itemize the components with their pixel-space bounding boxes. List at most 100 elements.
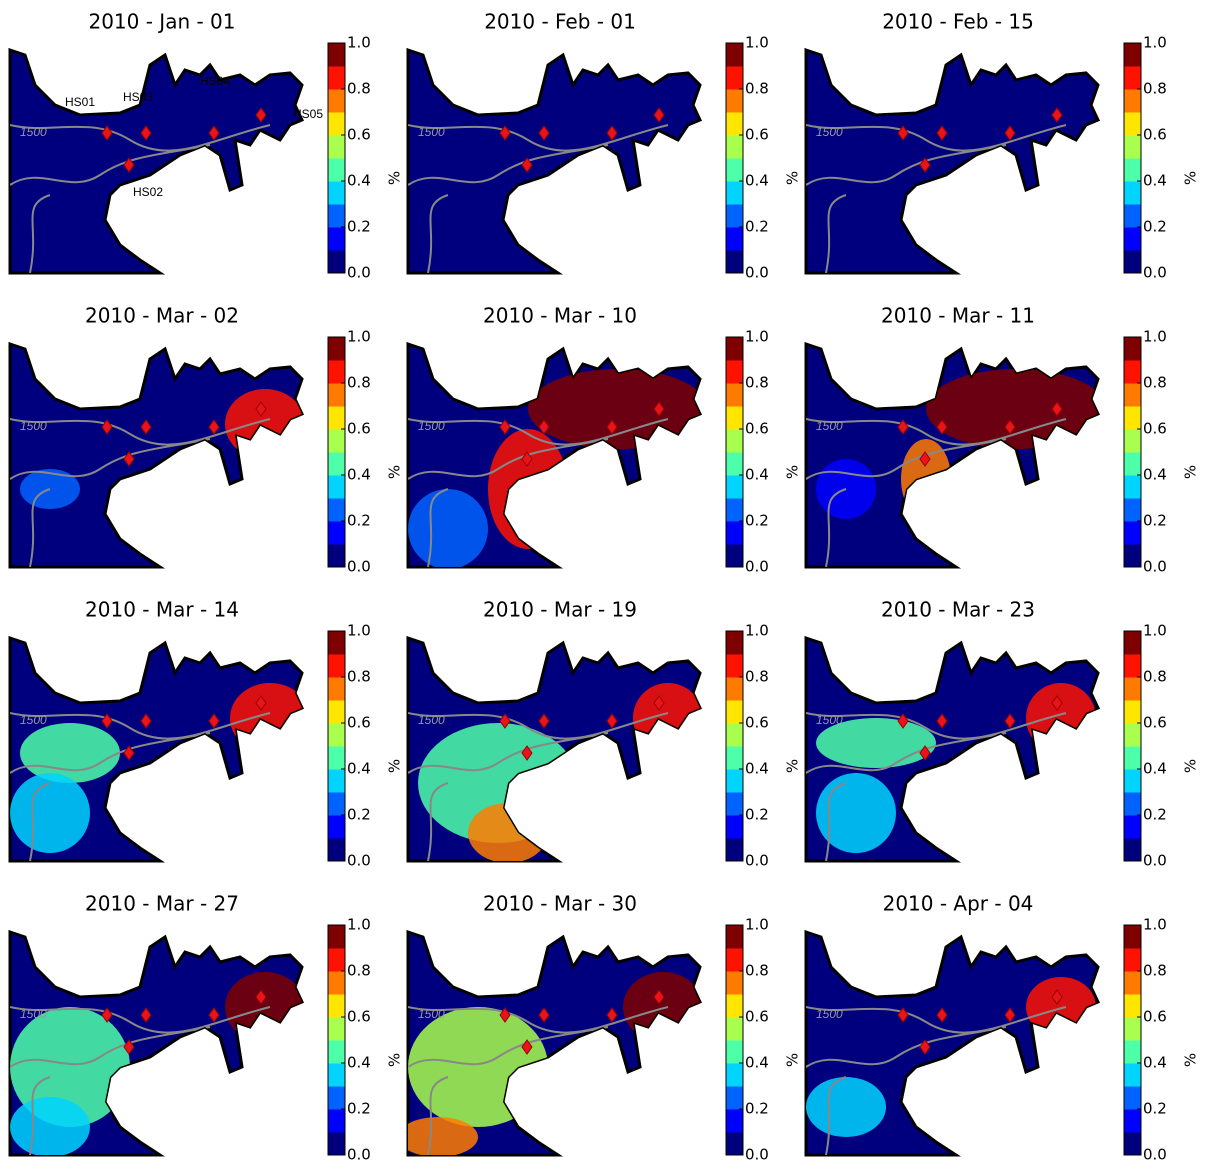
station-marker bbox=[123, 157, 135, 173]
contour-label: 1500 bbox=[20, 713, 47, 727]
overlays bbox=[806, 124, 1067, 273]
concentration-patch bbox=[408, 489, 488, 567]
colorbar-band bbox=[328, 204, 345, 228]
colorbar-tick-label: 0.8 bbox=[1143, 668, 1167, 686]
panel: 2010 - Mar - 02 1500 0.0 0.2 0.4 0.6 0.8 1.0% bbox=[8, 304, 404, 576]
colorbar-band bbox=[328, 631, 345, 655]
panel-title: 2010 - Mar - 27 bbox=[85, 892, 239, 916]
colorbar-band bbox=[328, 521, 345, 545]
colorbar-label: % bbox=[1182, 1053, 1200, 1067]
colorbar-band bbox=[726, 792, 743, 816]
colorbar-tick-label: 1.0 bbox=[1143, 622, 1167, 640]
station-marker bbox=[521, 745, 533, 761]
colorbar-band bbox=[726, 746, 743, 770]
colorbar-band bbox=[726, 925, 743, 949]
station-marker bbox=[538, 125, 550, 141]
colorbar-band bbox=[726, 971, 743, 995]
colorbar-tick-label: 0.8 bbox=[745, 962, 769, 980]
colorbar-band bbox=[328, 1017, 345, 1041]
overlays bbox=[806, 683, 1096, 861]
contour-label: 1500 bbox=[816, 125, 843, 139]
colorbar-band bbox=[726, 677, 743, 701]
sea bbox=[8, 341, 305, 569]
colorbar-tick-label: 1.0 bbox=[1143, 916, 1167, 934]
colorbar-band bbox=[1124, 792, 1141, 816]
colorbar-band bbox=[726, 815, 743, 839]
colorbar-tick-label: 0.0 bbox=[745, 852, 769, 870]
contour bbox=[408, 418, 669, 567]
station-marker bbox=[208, 1007, 220, 1023]
station-marker bbox=[208, 419, 220, 435]
station-marker bbox=[255, 695, 267, 711]
concentration-patch bbox=[816, 718, 936, 768]
colorbar-band bbox=[1124, 925, 1141, 949]
colorbar-tick-label: 0.2 bbox=[1143, 1100, 1167, 1118]
contour-label: 1500 bbox=[20, 1007, 47, 1021]
concentration-patch bbox=[926, 369, 1098, 449]
station-marker bbox=[897, 125, 909, 141]
colorbar-band bbox=[1124, 1109, 1141, 1133]
colorbar-band bbox=[1124, 677, 1141, 701]
colorbar-band bbox=[328, 250, 345, 274]
colorbar-frame bbox=[327, 924, 346, 1156]
colorbar-tick-label: 0.2 bbox=[745, 512, 769, 530]
station-marker bbox=[936, 713, 948, 729]
colorbar-tick-label: 0.6 bbox=[745, 714, 769, 732]
colorbar-tick-label: 0.0 bbox=[1143, 264, 1167, 282]
colorbar-band bbox=[328, 1086, 345, 1110]
station-marker bbox=[919, 1039, 931, 1055]
colorbar-band bbox=[1124, 429, 1141, 453]
station-marker bbox=[521, 157, 533, 173]
colorbar-frame bbox=[327, 42, 346, 274]
station-marker bbox=[919, 745, 931, 761]
contour-label: 1500 bbox=[418, 713, 445, 727]
overlays bbox=[408, 124, 669, 273]
station-marker bbox=[936, 125, 948, 141]
station-marker bbox=[653, 989, 665, 1005]
panel: 2010 - Mar - 19 1500 0.0 0.2 0.4 0.6 0.8 1.0% bbox=[406, 598, 802, 870]
colorbar-band bbox=[726, 838, 743, 862]
colorbar-tick-label: 1.0 bbox=[745, 622, 769, 640]
colorbar-tick-label: 0.4 bbox=[745, 760, 769, 778]
colorbar-label: % bbox=[386, 465, 404, 479]
panel: 2010 - Jan - 01 1500 HS01 HS02 HS03 HS04 HS05 0… bbox=[8, 10, 404, 282]
colorbar-band bbox=[726, 158, 743, 182]
station-marker bbox=[499, 1007, 511, 1023]
colorbar-band bbox=[1124, 1086, 1141, 1110]
colorbar-band bbox=[328, 792, 345, 816]
colorbar-band bbox=[328, 1109, 345, 1133]
colorbar-tick-label: 0.8 bbox=[1143, 80, 1167, 98]
station-label: HS03 bbox=[123, 90, 153, 104]
colorbar-band bbox=[726, 1109, 743, 1133]
colorbar-tick-label: 0.2 bbox=[347, 512, 371, 530]
concentration-patch bbox=[633, 683, 700, 753]
concentration-patch bbox=[816, 773, 896, 853]
overlays bbox=[806, 977, 1096, 1155]
colorbar-label: % bbox=[1182, 171, 1200, 185]
colorbar-band bbox=[726, 475, 743, 499]
station-label: HS01 bbox=[65, 95, 95, 109]
colorbar-band bbox=[328, 769, 345, 793]
colorbar-band bbox=[1124, 654, 1141, 678]
contour bbox=[408, 1006, 669, 1155]
colorbar-tick-label: 1.0 bbox=[347, 328, 371, 346]
panel-title: 2010 - Mar - 10 bbox=[483, 304, 637, 328]
colorbar-label: % bbox=[784, 171, 802, 185]
panel: 2010 - Apr - 04 1500 0.0 0.2 0.4 0.6 0.8 1.0% bbox=[804, 892, 1200, 1164]
colorbar-frame bbox=[725, 630, 744, 862]
colorbar-tick-label: 0.4 bbox=[1143, 1054, 1167, 1072]
colorbar-frame bbox=[327, 630, 346, 862]
colorbar-band bbox=[726, 89, 743, 113]
colorbar-label: % bbox=[386, 1053, 404, 1067]
station-marker bbox=[123, 451, 135, 467]
contour bbox=[408, 124, 669, 273]
colorbar-band bbox=[1124, 971, 1141, 995]
colorbar-band bbox=[328, 746, 345, 770]
contour bbox=[10, 712, 271, 861]
station-marker bbox=[499, 713, 511, 729]
colorbar-band bbox=[328, 475, 345, 499]
station-marker bbox=[208, 125, 220, 141]
colorbar-tick-label: 0.4 bbox=[1143, 466, 1167, 484]
colorbar-label: % bbox=[784, 465, 802, 479]
colorbar-tick-label: 1.0 bbox=[347, 622, 371, 640]
